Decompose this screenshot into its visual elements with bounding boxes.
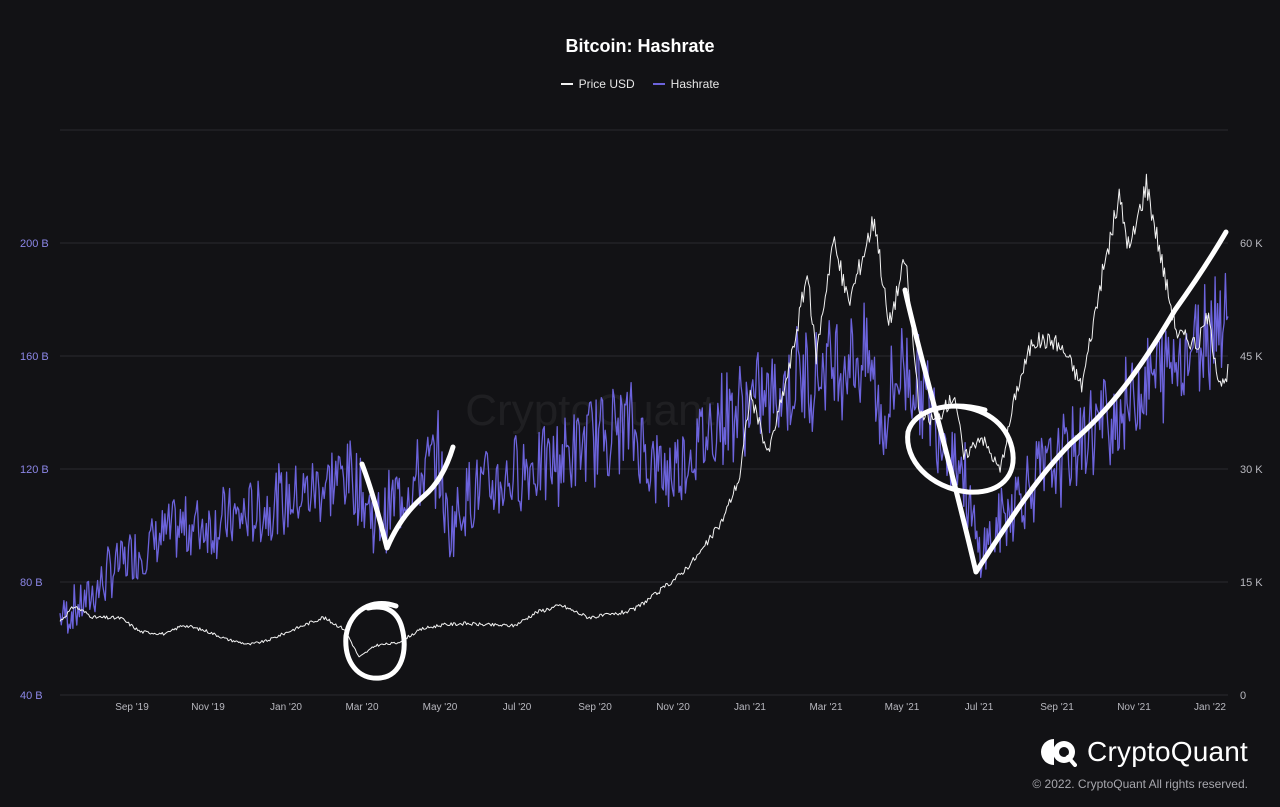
legend-item-hashrate[interactable]: Hashrate <box>652 77 720 91</box>
annotation-circle-june-2021 <box>905 403 1016 495</box>
x-tick-label: Sep '21 <box>1040 702 1074 713</box>
chart-title: Bitcoin: Hashrate <box>565 36 715 56</box>
y-left-tick-label: 120 B <box>20 464 49 476</box>
annotation-circle-march-2020 <box>343 601 407 681</box>
chart-legend: Price USD Hashrate <box>0 77 1280 91</box>
x-tick-label: Jan '20 <box>270 702 302 713</box>
x-tick-label: Mar '21 <box>809 702 842 713</box>
cryptoquant-logo-icon <box>1041 739 1078 767</box>
x-tick-label: Jul '20 <box>503 702 532 713</box>
y-right-tick-label: 45 K <box>1240 351 1263 363</box>
watermark-text: CryptoQuant <box>465 386 714 435</box>
brand-name: CryptoQuant <box>1087 736 1248 767</box>
x-tick-label: Sep '19 <box>115 702 149 713</box>
x-tick-label: Nov '21 <box>1117 702 1151 713</box>
y-left-tick-label: 80 B <box>20 577 43 589</box>
x-tick-label: Sep '20 <box>578 702 612 713</box>
annotation-v-mark-march-2020 <box>359 444 456 551</box>
price-line <box>59 173 1229 658</box>
legend-item-price[interactable]: Price USD <box>560 77 635 91</box>
y-left-tick-label: 200 B <box>20 238 49 250</box>
axis-labels: 40 B 80 B 120 B 160 B 200 B 0 15 K 30 K 45 K 60 K… <box>20 238 1263 713</box>
hashrate-series <box>59 272 1229 634</box>
x-tick-label: Jan '22 <box>1194 702 1226 713</box>
y-left-tick-label: 160 B <box>20 351 49 363</box>
legend-label-price: Price USD <box>578 77 635 91</box>
x-tick-label: May '20 <box>423 702 458 713</box>
legend-swatch-price <box>560 83 573 85</box>
y-left-tick-label: 40 B <box>20 690 43 702</box>
brand-logo: CryptoQuant <box>1039 736 1248 768</box>
x-tick-label: Nov '20 <box>656 702 690 713</box>
copyright-text: © 2022. CryptoQuant All rights reserved. <box>1032 777 1248 791</box>
legend-swatch-hashrate <box>652 83 665 85</box>
grid-lines <box>60 129 1228 696</box>
y-right-tick-label: 0 <box>1240 690 1246 702</box>
annotation-trend-mark-2021 <box>902 229 1229 575</box>
y-right-tick-label: 15 K <box>1240 577 1263 589</box>
y-right-tick-label: 30 K <box>1240 464 1263 476</box>
x-tick-label: May '21 <box>885 702 920 713</box>
y-right-tick-label: 60 K <box>1240 238 1263 250</box>
x-tick-label: Nov '19 <box>191 702 225 713</box>
x-tick-label: Jul '21 <box>965 702 994 713</box>
hand-drawn-annotations <box>343 229 1229 681</box>
legend-label-hashrate: Hashrate <box>670 77 720 91</box>
hashrate-line <box>59 272 1229 634</box>
x-tick-label: Mar '20 <box>345 702 378 713</box>
x-tick-label: Jan '21 <box>734 702 766 713</box>
